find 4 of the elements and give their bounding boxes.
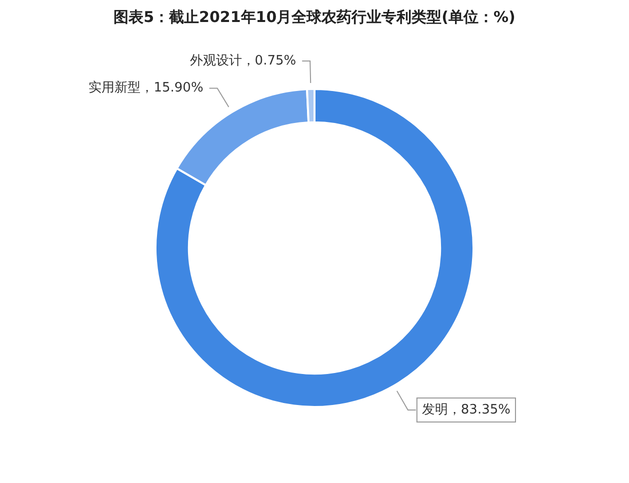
slice-label: 实用新型，15.90% bbox=[88, 80, 204, 96]
slice-label: 外观设计，0.75% bbox=[190, 53, 296, 68]
slice-label: 发明，83.35% bbox=[422, 402, 510, 418]
chart-title: 图表5：截止2021年10月全球农药行业专利类型(单位：%) bbox=[112, 8, 516, 27]
